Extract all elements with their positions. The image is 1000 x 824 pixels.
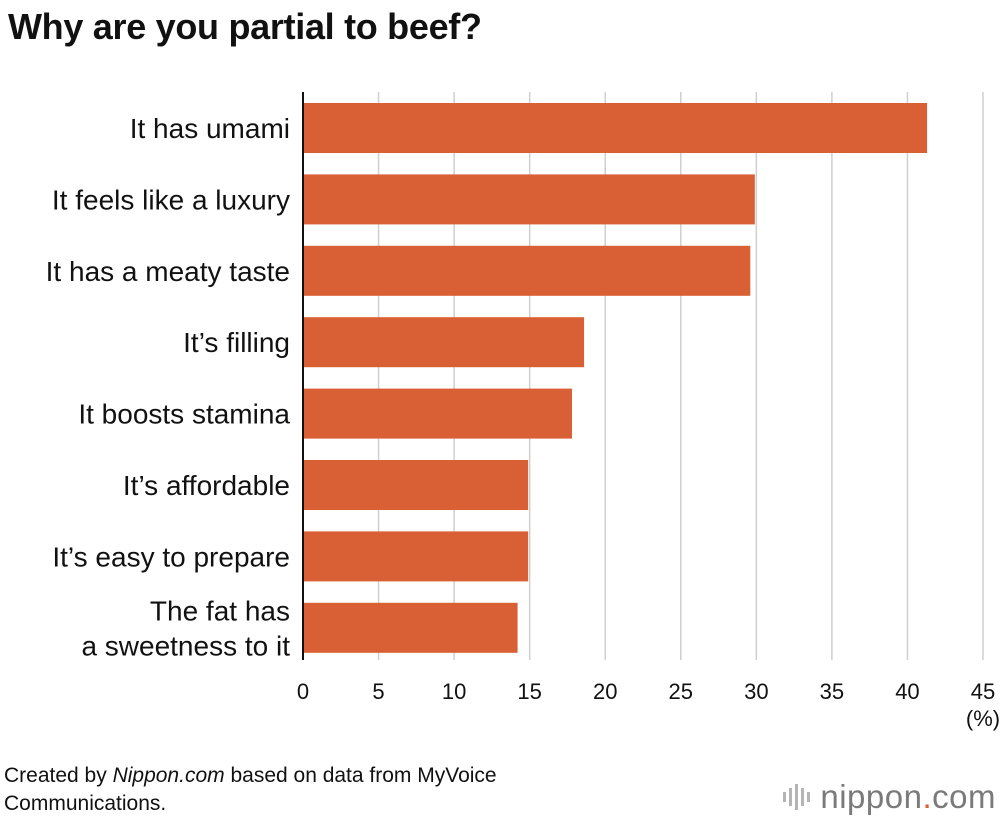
logo-dot: . bbox=[922, 778, 933, 815]
x-tick-label-35: 35 bbox=[820, 679, 844, 704]
source-prefix: Created by bbox=[4, 764, 113, 787]
source-suffix: based on data from MyVoice Communication… bbox=[4, 764, 497, 815]
category-label-7-line-0: The fat has bbox=[150, 595, 290, 626]
bar-1 bbox=[303, 174, 755, 225]
bar-chart: It has umami It feels like a luxury It has… bbox=[46, 92, 1000, 731]
x-tick-labels: 0 5 10 15 20 25 30 35 40 45 bbox=[297, 679, 995, 704]
x-tick-label-5: 5 bbox=[372, 679, 384, 704]
x-tick-label-10: 10 bbox=[442, 679, 466, 704]
chart-title: Why are you partial to beef? bbox=[8, 6, 482, 47]
x-unit-label: (%) bbox=[966, 706, 1000, 731]
bar-7 bbox=[303, 602, 518, 653]
x-tick-label-25: 25 bbox=[669, 679, 693, 704]
bar-0 bbox=[303, 103, 928, 153]
source-note: Created by Nippon.com based on data from… bbox=[4, 762, 644, 818]
x-tick-label-40: 40 bbox=[895, 679, 919, 704]
source-site: Nippon.com bbox=[112, 764, 225, 787]
bar-4 bbox=[303, 388, 572, 439]
x-tick-label-30: 30 bbox=[744, 679, 768, 704]
bar-2 bbox=[303, 245, 751, 296]
x-tick-label-15: 15 bbox=[517, 679, 541, 704]
logo-name: nippon bbox=[820, 778, 923, 815]
sound-bars-icon bbox=[783, 784, 811, 810]
category-label-5: It’s affordable bbox=[123, 470, 290, 501]
x-tick-label-45: 45 bbox=[971, 679, 995, 704]
category-label-2: It has a meaty taste bbox=[46, 256, 290, 287]
category-label-7-line-1: a sweetness to it bbox=[81, 630, 290, 661]
category-label-0: It has umami bbox=[130, 113, 290, 144]
x-tick-label-20: 20 bbox=[593, 679, 617, 704]
bar-6 bbox=[303, 531, 529, 582]
bars bbox=[303, 103, 928, 653]
category-label-6: It’s easy to prepare bbox=[52, 541, 290, 572]
bar-3 bbox=[303, 317, 585, 368]
category-label-1: It feels like a luxury bbox=[52, 184, 290, 215]
x-tick-label-0: 0 bbox=[297, 679, 309, 704]
bar-5 bbox=[303, 460, 529, 510]
category-labels: It has umami It feels like a luxury It has… bbox=[46, 113, 291, 661]
category-label-4: It boosts stamina bbox=[78, 399, 290, 430]
logo-tld: com bbox=[932, 778, 996, 815]
category-label-3: It’s filling bbox=[183, 327, 290, 358]
nippon-logo: nippon. com bbox=[783, 778, 996, 816]
